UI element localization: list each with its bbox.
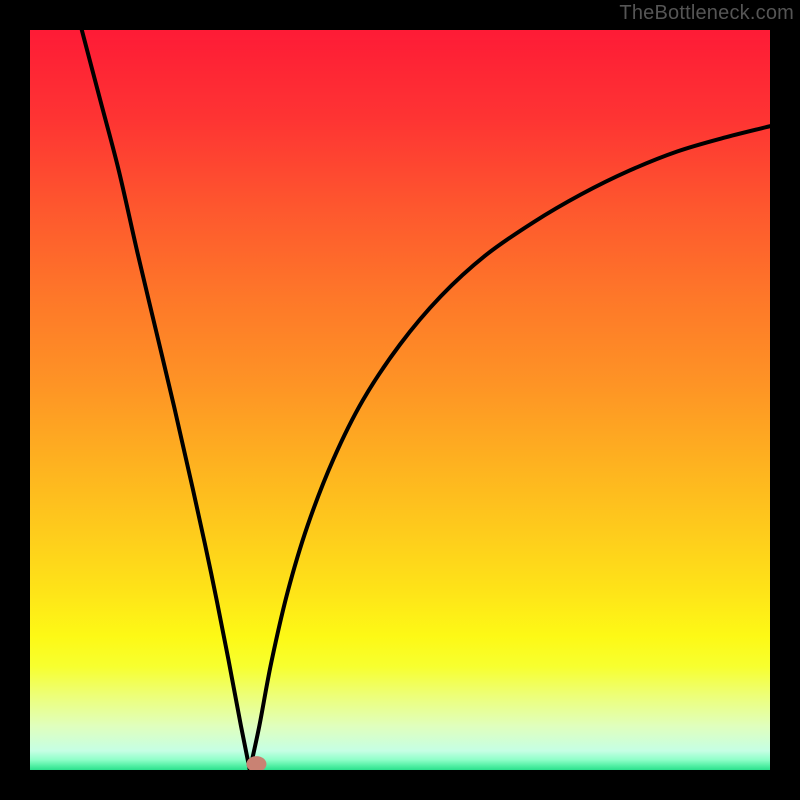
plot-svg: [30, 30, 770, 770]
watermark-text: TheBottleneck.com: [619, 2, 794, 25]
gradient-background: [30, 30, 770, 770]
plot-area: [30, 30, 770, 770]
canvas-root: TheBottleneck.com: [0, 0, 800, 800]
